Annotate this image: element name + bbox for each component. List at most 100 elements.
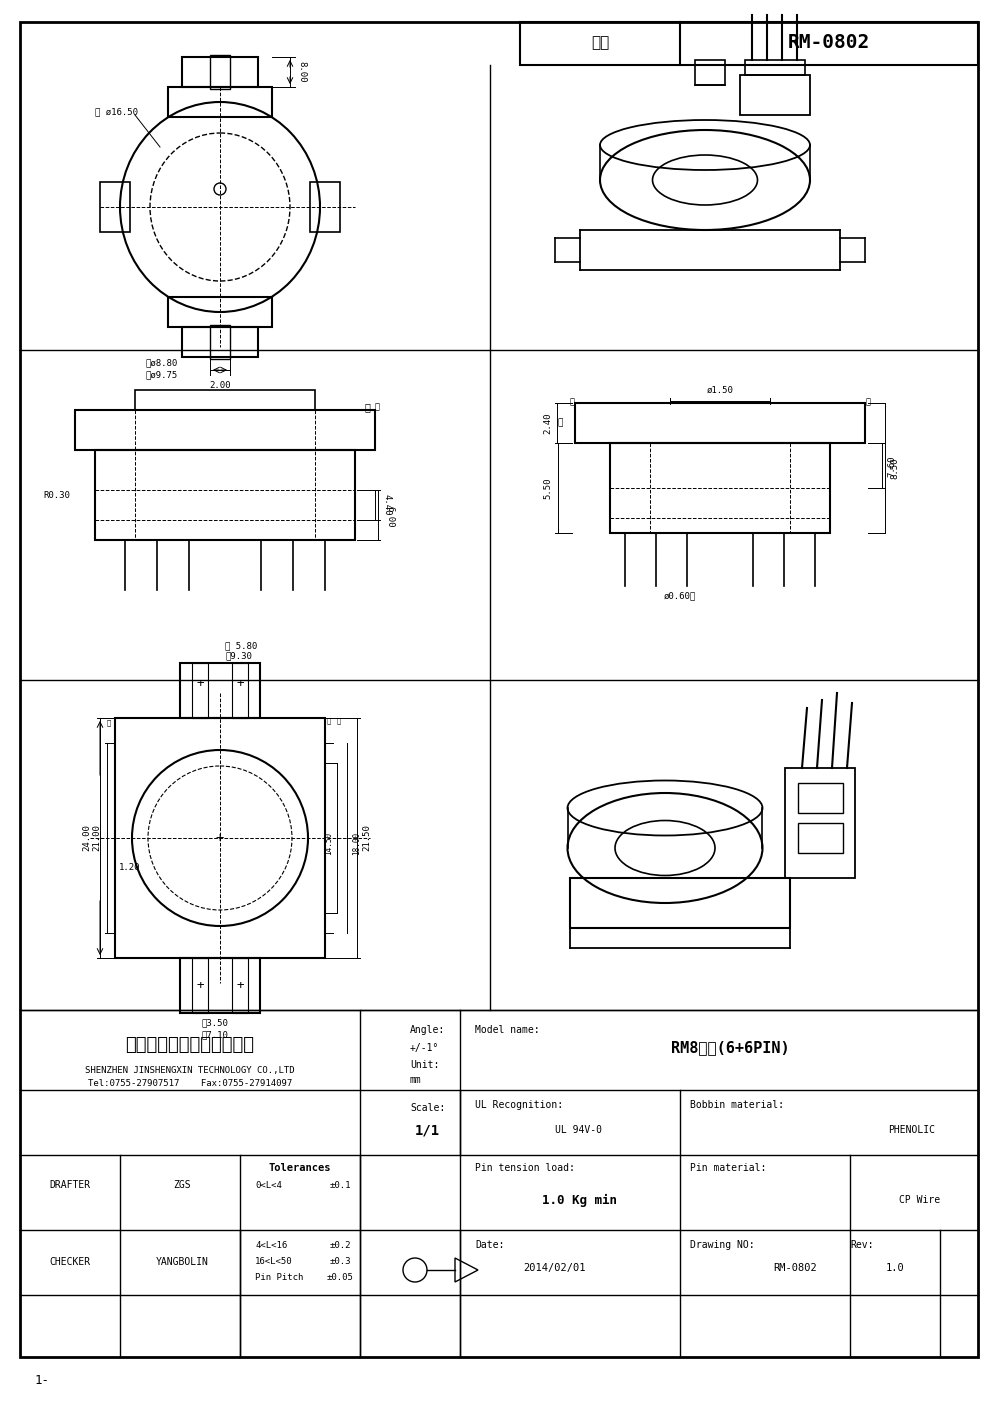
Bar xyxy=(168,87,272,118)
Text: YANGBOLIN: YANGBOLIN xyxy=(156,1257,208,1267)
Text: 5.50: 5.50 xyxy=(544,478,552,499)
Text: 16<L<50: 16<L<50 xyxy=(255,1258,293,1267)
Bar xyxy=(740,76,810,115)
Bar xyxy=(695,60,725,85)
Text: Rev:: Rev: xyxy=(850,1240,874,1250)
Bar xyxy=(798,783,843,813)
Text: +: + xyxy=(236,979,244,992)
Text: RM-0802: RM-0802 xyxy=(773,1262,817,1274)
Text: ø1.50: ø1.50 xyxy=(707,385,733,395)
Text: Ⓚ 5.80: Ⓚ 5.80 xyxy=(225,642,257,650)
Bar xyxy=(168,297,272,326)
Bar xyxy=(182,326,258,357)
Text: 2014/02/01: 2014/02/01 xyxy=(524,1262,586,1274)
Text: +: + xyxy=(216,831,224,845)
Text: Tel:0755-27907517    Fax:0755-27914097: Tel:0755-27907517 Fax:0755-27914097 xyxy=(88,1079,292,1087)
Text: ±0.05: ±0.05 xyxy=(327,1274,353,1282)
Bar xyxy=(135,389,315,410)
Text: Drawing NO:: Drawing NO: xyxy=(690,1240,755,1250)
Text: CP Wire: CP Wire xyxy=(899,1195,940,1205)
Text: 4<L<16: 4<L<16 xyxy=(255,1240,287,1250)
Bar xyxy=(798,822,843,853)
Text: Ⓞ: Ⓞ xyxy=(327,717,331,724)
Text: ±0.2: ±0.2 xyxy=(329,1240,351,1250)
Text: Ⓗ7.10: Ⓗ7.10 xyxy=(202,1031,228,1040)
Bar xyxy=(210,325,230,359)
Text: Pin Pitch: Pin Pitch xyxy=(255,1274,303,1282)
Text: Ⓔ: Ⓔ xyxy=(570,398,574,406)
Text: R0.30: R0.30 xyxy=(43,490,70,500)
Text: 2.00: 2.00 xyxy=(209,381,231,389)
Text: RM8立式(6+6PIN): RM8立式(6+6PIN) xyxy=(671,1041,789,1055)
Text: 21.50: 21.50 xyxy=(362,825,372,852)
Text: UL 94V-0: UL 94V-0 xyxy=(555,1125,602,1135)
Bar xyxy=(192,958,208,1013)
Text: Ⓔ: Ⓔ xyxy=(374,402,380,412)
Text: 6.00: 6.00 xyxy=(386,506,394,528)
Text: 8.00: 8.00 xyxy=(298,62,306,83)
Text: mm: mm xyxy=(410,1075,422,1084)
Text: UL Recognition:: UL Recognition: xyxy=(475,1100,563,1110)
Text: +: + xyxy=(236,677,244,689)
Text: Model name:: Model name: xyxy=(475,1026,540,1035)
Text: Ⓔ: Ⓔ xyxy=(557,419,563,427)
Text: Ⓐ ø16.50: Ⓐ ø16.50 xyxy=(95,108,138,116)
Text: Ⓔ: Ⓔ xyxy=(107,720,111,726)
Text: 1.0 Kg min: 1.0 Kg min xyxy=(542,1194,618,1206)
Text: Pin material:: Pin material: xyxy=(690,1163,766,1173)
Text: Pin tension load:: Pin tension load: xyxy=(475,1163,575,1173)
Text: Unit:: Unit: xyxy=(410,1061,439,1070)
Bar xyxy=(95,450,355,539)
Bar xyxy=(610,443,830,532)
Text: PHENOLIC: PHENOLIC xyxy=(888,1125,935,1135)
Bar xyxy=(75,410,375,450)
Text: ø0.60Ⓓ: ø0.60Ⓓ xyxy=(664,591,696,601)
Bar xyxy=(745,60,805,76)
Text: 14.50: 14.50 xyxy=(324,831,334,855)
Bar xyxy=(310,182,340,233)
Text: DRAFTER: DRAFTER xyxy=(49,1180,91,1189)
Text: Bobbin material:: Bobbin material: xyxy=(690,1100,784,1110)
Bar xyxy=(192,663,208,717)
Text: 4.40: 4.40 xyxy=(382,495,392,516)
Bar xyxy=(575,403,865,443)
Text: Ⓟ: Ⓟ xyxy=(337,717,341,724)
Text: 18.00: 18.00 xyxy=(352,831,362,855)
Bar xyxy=(785,768,855,878)
Text: Ⓒø8.80: Ⓒø8.80 xyxy=(145,359,177,367)
Text: 型号: 型号 xyxy=(591,35,609,50)
Bar xyxy=(100,182,130,233)
Text: RM-0802: RM-0802 xyxy=(788,34,870,52)
Text: Ⓓ: Ⓓ xyxy=(364,402,370,412)
Bar xyxy=(232,958,248,1013)
Bar xyxy=(210,55,230,90)
Bar xyxy=(182,57,258,87)
Text: Ⓖ3.50: Ⓖ3.50 xyxy=(202,1019,228,1027)
Text: 1.20: 1.20 xyxy=(119,863,141,873)
Text: 1.0: 1.0 xyxy=(886,1262,904,1274)
Text: 1/1: 1/1 xyxy=(415,1124,440,1138)
Text: ±0.3: ±0.3 xyxy=(329,1258,351,1267)
Text: 8.50: 8.50 xyxy=(891,457,900,479)
Text: Scale:: Scale: xyxy=(410,1103,445,1112)
Text: Ⓑø9.75: Ⓑø9.75 xyxy=(145,370,177,380)
Bar xyxy=(232,663,248,717)
Text: 深圳市金盛鑫科技有限公司: 深圳市金盛鑫科技有限公司 xyxy=(126,1035,254,1054)
Bar xyxy=(520,22,978,64)
Text: Date:: Date: xyxy=(475,1240,504,1250)
Text: 24.00: 24.00 xyxy=(82,825,92,852)
Text: SHENZHEN JINSHENGXIN TECHNOLOGY CO.,LTD: SHENZHEN JINSHENGXIN TECHNOLOGY CO.,LTD xyxy=(85,1066,295,1075)
Text: ±0.1: ±0.1 xyxy=(329,1181,351,1189)
Text: +: + xyxy=(196,677,204,689)
Text: +: + xyxy=(196,979,204,992)
Text: 0<L<4: 0<L<4 xyxy=(255,1181,282,1189)
Bar xyxy=(180,663,260,717)
Text: 1-: 1- xyxy=(35,1373,50,1387)
Text: +/-1°: +/-1° xyxy=(410,1042,439,1054)
Text: ZGS: ZGS xyxy=(173,1180,191,1189)
Text: Angle:: Angle: xyxy=(410,1026,445,1035)
Text: Ⓓ9.30: Ⓓ9.30 xyxy=(225,651,252,660)
Bar xyxy=(180,958,260,1013)
Text: 2.40: 2.40 xyxy=(544,412,552,434)
Bar xyxy=(570,878,790,927)
